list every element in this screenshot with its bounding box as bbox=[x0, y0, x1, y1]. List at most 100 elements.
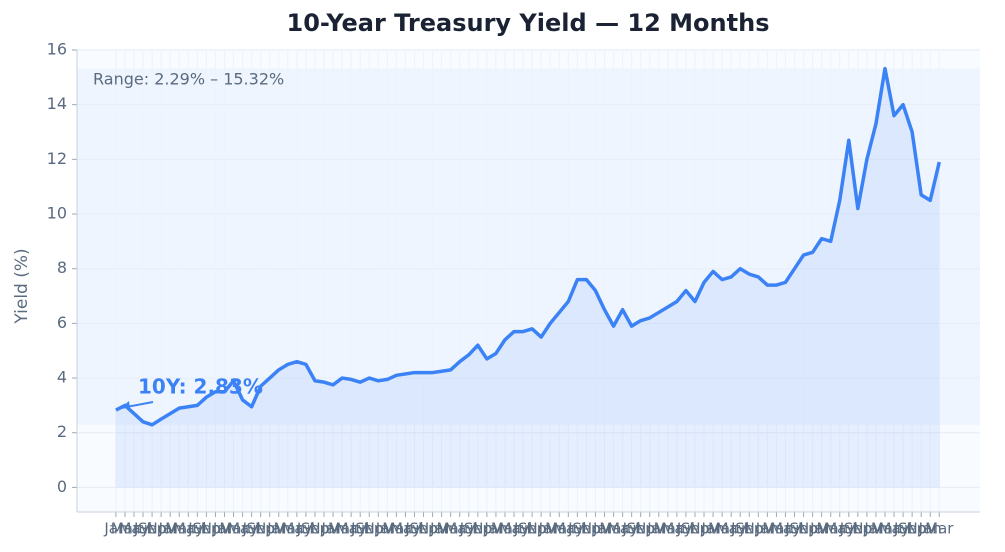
x-tick-label: Jul bbox=[133, 520, 152, 538]
x-tick-label: Jan bbox=[158, 520, 182, 538]
x-tick-label: Nov bbox=[309, 520, 338, 538]
y-tick-label: 0 bbox=[57, 477, 67, 496]
y-tick-label: 14 bbox=[47, 94, 67, 113]
x-tick-label: May bbox=[499, 520, 530, 538]
x-tick-label: Mar bbox=[871, 520, 900, 538]
x-tick-label: Sep bbox=[355, 520, 383, 538]
x-tick-label: Nov bbox=[635, 520, 664, 538]
x-tick-label: Jul bbox=[242, 520, 261, 538]
x-tick-label: May bbox=[661, 520, 692, 538]
x-tick-label: Jan bbox=[429, 520, 453, 538]
x-tick-label: May bbox=[716, 520, 747, 538]
x-tick-label: Jan bbox=[266, 520, 290, 538]
x-tick-label: Jan bbox=[755, 520, 779, 538]
x-tick-label: Jul bbox=[350, 520, 369, 538]
y-tick-label: 2 bbox=[57, 422, 67, 441]
x-tick-label: Mar bbox=[382, 520, 411, 538]
x-tick-label: Mar bbox=[328, 520, 357, 538]
x-tick-label: May bbox=[879, 520, 910, 538]
x-tick-label: Jul bbox=[567, 520, 586, 538]
x-tick-label: Jul bbox=[404, 520, 423, 538]
x-tick-label: Jan bbox=[538, 520, 562, 538]
x-tick-label: Mar bbox=[491, 520, 520, 538]
x-tick-label: Mar bbox=[219, 520, 248, 538]
arrow-head bbox=[119, 401, 130, 410]
range-band bbox=[77, 68, 980, 425]
x-tick-label: Jan bbox=[918, 520, 942, 538]
x-tick-label: Sep bbox=[735, 520, 763, 538]
x-tick-label: Jan bbox=[701, 520, 725, 538]
x-tick-label: May bbox=[553, 520, 584, 538]
x-tick-label: Jul bbox=[459, 520, 478, 538]
x-tick-label: Jul bbox=[893, 520, 912, 538]
x-tick-label: Mar bbox=[762, 520, 791, 538]
x-tick-label: Jul bbox=[730, 520, 749, 538]
x-tick-label: May bbox=[824, 520, 855, 538]
x-tick-label: Sep bbox=[247, 520, 275, 538]
x-tick-label: Sep bbox=[301, 520, 329, 538]
x-tick-label: Mar bbox=[925, 520, 954, 538]
x-tick-label: Sep bbox=[844, 520, 872, 538]
x-tick-label: Nov bbox=[527, 520, 556, 538]
x-tick-label: Jan bbox=[103, 520, 127, 538]
x-tick-label: Nov bbox=[418, 520, 447, 538]
x-tick-label: Nov bbox=[364, 520, 393, 538]
y-tick-label: 6 bbox=[57, 313, 67, 332]
x-tick-label: May bbox=[281, 520, 312, 538]
x-tick-label: Jan bbox=[863, 520, 887, 538]
x-tick-label: Jul bbox=[676, 520, 695, 538]
x-tick-label: Mar bbox=[165, 520, 194, 538]
y-axis-label: Yield (%) bbox=[12, 248, 32, 324]
y-tick-label: 4 bbox=[57, 368, 67, 387]
y-tick-label: 12 bbox=[47, 149, 67, 168]
x-tick-label: Nov bbox=[907, 520, 936, 538]
x-tick-label: Nov bbox=[689, 520, 718, 538]
y-tick-label: 8 bbox=[57, 258, 67, 277]
x-tick-label: Nov bbox=[852, 520, 881, 538]
x-tick-label: Nov bbox=[147, 520, 176, 538]
x-tick-label: May bbox=[118, 520, 149, 538]
x-tick-label: Nov bbox=[201, 520, 230, 538]
x-tick-label: Jul bbox=[187, 520, 206, 538]
x-tick-label: Mar bbox=[708, 520, 737, 538]
x-tick-label: May bbox=[607, 520, 638, 538]
x-tick-label: Sep bbox=[898, 520, 926, 538]
x-tick-label: Jul bbox=[784, 520, 803, 538]
x-tick-label: Sep bbox=[192, 520, 220, 538]
x-tick-label: Nov bbox=[744, 520, 773, 538]
x-tick-label: Mar bbox=[545, 520, 574, 538]
x-tick-label: Sep bbox=[464, 520, 492, 538]
x-tick-label: Mar bbox=[654, 520, 683, 538]
x-tick-label: May bbox=[444, 520, 475, 538]
chart-title: 10-Year Treasury Yield — 12 Months bbox=[287, 9, 770, 37]
range-note: Range: 2.29% – 15.32% bbox=[93, 70, 284, 89]
line bbox=[115, 66, 941, 427]
x-tick-label: Sep bbox=[409, 520, 437, 538]
y-tick-label: 10 bbox=[47, 204, 67, 223]
x-tick-label: May bbox=[770, 520, 801, 538]
x-tick-label: Mar bbox=[599, 520, 628, 538]
x-tick-label: Mar bbox=[274, 520, 303, 538]
x-tick-label: Mar bbox=[437, 520, 466, 538]
x-tick-label: May bbox=[336, 520, 367, 538]
x-tick-label: Jul bbox=[622, 520, 641, 538]
x-tick-label: Nov bbox=[472, 520, 501, 538]
x-tick-label: Sep bbox=[627, 520, 655, 538]
x-tick-label: May bbox=[390, 520, 421, 538]
x-tick-label: Mar bbox=[111, 520, 140, 538]
x-tick-label: Nov bbox=[581, 520, 610, 538]
x-tick-label: Jan bbox=[646, 520, 670, 538]
x-tick-label: Sep bbox=[681, 520, 709, 538]
x-tick-label: Jul bbox=[296, 520, 315, 538]
x-tick-label: Jan bbox=[592, 520, 616, 538]
x-tick-label: Jul bbox=[839, 520, 858, 538]
x-tick-label: Sep bbox=[572, 520, 600, 538]
y-tick-label: 16 bbox=[47, 40, 67, 59]
x-tick-label: Nov bbox=[255, 520, 284, 538]
x-tick-label: Jan bbox=[375, 520, 399, 538]
x-tick-label: Jan bbox=[809, 520, 833, 538]
x-tick-label: May bbox=[173, 520, 204, 538]
x-tick-label: Jan bbox=[320, 520, 344, 538]
x-tick-label: Jul bbox=[513, 520, 532, 538]
